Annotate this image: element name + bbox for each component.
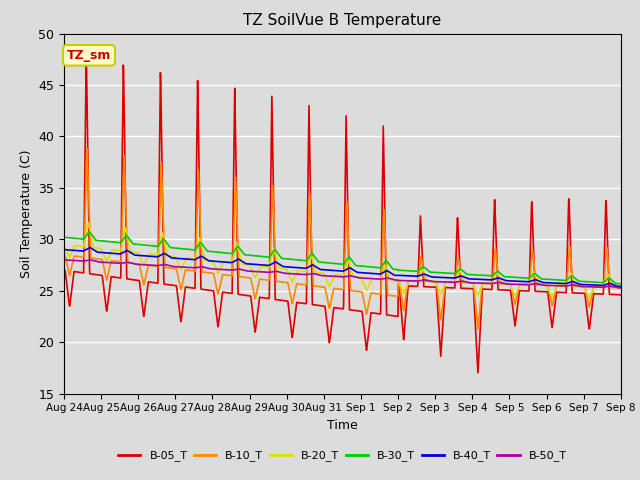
Line: B-10_T: B-10_T: [64, 149, 621, 329]
B-30_T: [504, 274, 512, 280]
B-40_T: [371, 271, 379, 276]
B-30_T: [359, 264, 367, 269]
B-05_T: [216, 313, 223, 319]
B-30_T: [617, 281, 625, 287]
B-20_T: [371, 276, 379, 282]
B-05_T: [474, 370, 482, 376]
Line: B-05_T: B-05_T: [64, 58, 621, 373]
B-20_T: [584, 291, 591, 297]
B-10_T: [568, 270, 576, 276]
B-05_T: [60, 267, 68, 273]
B-50_T: [371, 276, 378, 282]
Legend: B-05_T, B-10_T, B-20_T, B-30_T, B-40_T, B-50_T: B-05_T, B-10_T, B-20_T, B-30_T, B-40_T, …: [114, 446, 571, 466]
B-40_T: [60, 247, 68, 252]
B-20_T: [586, 295, 593, 301]
B-40_T: [617, 284, 625, 289]
B-30_T: [216, 250, 223, 255]
B-40_T: [584, 282, 591, 288]
Title: TZ SoilVue B Temperature: TZ SoilVue B Temperature: [243, 13, 442, 28]
B-40_T: [86, 245, 94, 251]
B-50_T: [358, 275, 366, 281]
B-05_T: [617, 292, 625, 298]
B-20_T: [84, 220, 92, 226]
B-30_T: [85, 228, 93, 234]
B-05_T: [568, 287, 576, 292]
B-20_T: [568, 273, 575, 278]
B-50_T: [504, 281, 512, 287]
B-30_T: [568, 273, 575, 278]
B-05_T: [505, 288, 513, 293]
B-05_T: [371, 311, 379, 316]
B-50_T: [583, 284, 591, 289]
B-30_T: [60, 234, 68, 240]
B-10_T: [60, 252, 68, 258]
Line: B-20_T: B-20_T: [64, 223, 621, 298]
B-20_T: [617, 284, 625, 289]
Line: B-50_T: B-50_T: [64, 260, 621, 288]
B-50_T: [216, 266, 223, 272]
B-30_T: [371, 264, 379, 270]
B-05_T: [83, 55, 90, 60]
B-50_T: [617, 285, 625, 291]
B-50_T: [568, 282, 575, 288]
Y-axis label: Soil Temperature (C): Soil Temperature (C): [20, 149, 33, 278]
B-05_T: [584, 312, 591, 318]
B-40_T: [504, 278, 512, 284]
B-10_T: [474, 326, 482, 332]
B-50_T: [60, 257, 68, 263]
Text: TZ_sm: TZ_sm: [67, 49, 111, 62]
B-20_T: [359, 278, 367, 284]
B-20_T: [216, 268, 223, 274]
B-40_T: [216, 259, 223, 264]
B-10_T: [216, 285, 223, 291]
B-10_T: [505, 281, 513, 287]
B-10_T: [83, 146, 91, 152]
Line: B-40_T: B-40_T: [64, 248, 621, 287]
X-axis label: Time: Time: [327, 419, 358, 432]
B-20_T: [504, 281, 512, 287]
B-40_T: [359, 270, 367, 276]
B-40_T: [568, 279, 575, 285]
B-10_T: [359, 292, 367, 298]
B-10_T: [584, 297, 591, 302]
B-10_T: [617, 285, 625, 291]
Line: B-30_T: B-30_T: [64, 231, 621, 284]
B-20_T: [60, 241, 68, 247]
B-05_T: [359, 313, 367, 319]
B-10_T: [371, 290, 379, 296]
B-30_T: [584, 279, 591, 285]
